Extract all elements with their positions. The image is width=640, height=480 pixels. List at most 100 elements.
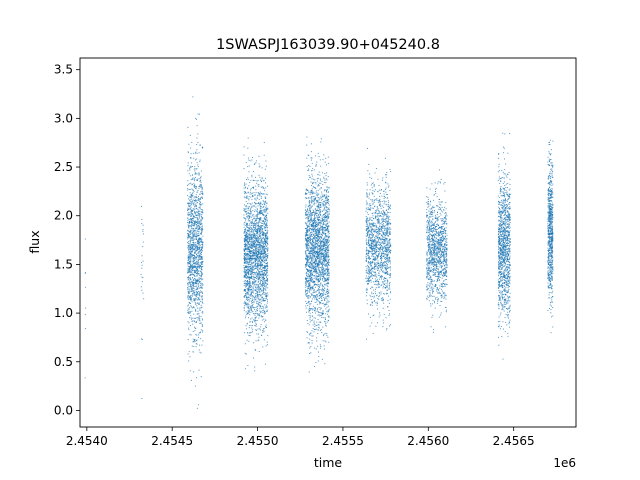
data-point xyxy=(194,236,196,238)
data-point xyxy=(199,249,201,251)
data-point xyxy=(247,242,249,244)
data-point xyxy=(188,203,190,205)
data-point xyxy=(264,196,266,198)
data-point xyxy=(195,250,197,252)
data-point xyxy=(263,311,265,313)
data-point xyxy=(305,271,307,273)
data-point xyxy=(247,218,249,220)
data-point xyxy=(313,226,315,228)
data-point xyxy=(323,273,325,275)
data-point xyxy=(266,249,268,251)
data-point xyxy=(250,212,252,214)
data-point xyxy=(190,271,192,273)
data-point xyxy=(248,223,250,225)
data-point xyxy=(251,256,253,258)
data-point xyxy=(246,206,248,208)
data-point xyxy=(266,279,268,281)
data-point xyxy=(244,253,246,255)
data-point xyxy=(196,283,198,285)
data-point xyxy=(198,186,200,188)
data-point xyxy=(250,277,252,279)
data-point xyxy=(201,263,202,265)
data-point xyxy=(260,264,262,266)
data-point xyxy=(257,293,259,295)
data-point xyxy=(258,248,260,250)
data-point xyxy=(251,195,253,197)
data-point xyxy=(318,207,320,209)
data-point xyxy=(192,189,194,191)
data-point xyxy=(246,266,248,268)
data-point xyxy=(249,282,251,284)
data-point xyxy=(199,264,201,266)
data-point xyxy=(312,182,314,184)
data-point xyxy=(310,279,312,281)
data-point xyxy=(257,228,259,230)
data-point xyxy=(328,271,330,273)
data-point xyxy=(257,249,259,251)
data-point xyxy=(324,255,326,257)
data-point xyxy=(258,252,260,254)
data-point xyxy=(254,318,256,320)
data-point xyxy=(263,257,265,259)
data-point xyxy=(264,250,266,252)
data-point xyxy=(305,257,307,259)
data-point xyxy=(260,192,262,194)
data-point xyxy=(265,224,267,226)
data-point xyxy=(260,203,262,205)
data-point xyxy=(198,239,200,241)
data-point xyxy=(260,238,262,240)
data-point xyxy=(190,265,192,267)
data-point xyxy=(248,278,250,280)
data-point xyxy=(325,242,327,244)
data-point xyxy=(193,190,195,192)
data-point xyxy=(257,314,259,316)
data-point xyxy=(250,204,252,206)
data-point xyxy=(200,204,202,206)
data-point xyxy=(326,243,328,245)
data-point xyxy=(323,194,325,196)
data-point xyxy=(310,320,312,322)
data-point xyxy=(318,245,320,247)
data-point xyxy=(311,159,313,161)
data-point xyxy=(252,215,254,217)
data-point xyxy=(252,235,254,237)
data-point xyxy=(248,269,250,271)
data-point xyxy=(317,252,319,254)
data-point xyxy=(324,259,326,261)
data-point xyxy=(253,265,255,267)
data-point xyxy=(322,277,324,279)
data-point xyxy=(317,206,319,208)
data-point xyxy=(262,282,264,284)
data-point xyxy=(322,294,324,296)
data-point xyxy=(248,251,250,253)
data-point xyxy=(202,302,204,304)
data-point xyxy=(251,297,253,299)
data-point xyxy=(189,236,191,238)
data-point xyxy=(187,305,189,307)
data-point xyxy=(247,267,249,269)
data-point xyxy=(305,250,307,252)
data-point xyxy=(195,258,197,260)
data-point xyxy=(198,172,200,174)
data-point xyxy=(257,184,259,186)
data-point xyxy=(192,234,194,236)
data-point xyxy=(254,211,256,213)
data-point xyxy=(324,332,326,334)
data-point xyxy=(314,238,316,240)
data-point xyxy=(201,331,203,333)
data-point xyxy=(248,215,250,217)
data-point xyxy=(328,191,330,193)
data-point xyxy=(309,255,311,257)
data-point xyxy=(325,240,327,242)
data-point xyxy=(142,233,144,235)
data-point xyxy=(264,217,266,219)
data-point xyxy=(326,200,328,202)
data-point xyxy=(261,223,263,225)
data-point xyxy=(243,248,245,250)
data-point xyxy=(251,292,253,294)
data-point xyxy=(265,260,267,262)
data-point xyxy=(265,270,267,272)
data-point xyxy=(265,240,267,242)
data-point xyxy=(244,247,246,249)
data-point xyxy=(256,283,258,285)
